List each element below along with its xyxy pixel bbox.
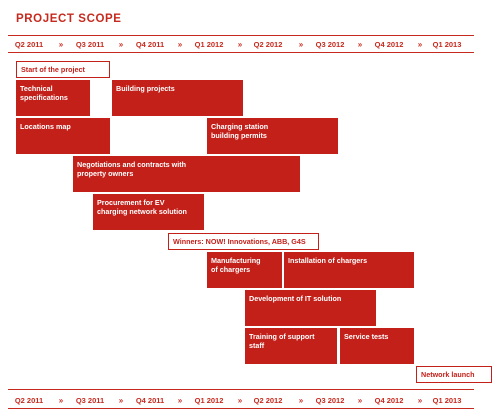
quarter-label: Q2 2011 xyxy=(14,396,44,405)
quarter-separator-icon: » xyxy=(118,396,124,405)
quarter-label: Q1 2013 xyxy=(432,396,462,405)
quarter-label: Q4 2011 xyxy=(135,40,165,49)
task-installation-chargers: Installation of chargers xyxy=(284,252,414,288)
quarter-label: Q3 2012 xyxy=(315,40,345,49)
task-technical-specifications: Technical specifications xyxy=(16,80,90,116)
bottom-rule xyxy=(8,408,474,409)
quarter-separator-icon: » xyxy=(417,396,423,405)
task-manufacturing-chargers: Manufacturing of chargers xyxy=(207,252,282,288)
quarter-label: Q1 2012 xyxy=(194,396,224,405)
quarter-separator-icon: » xyxy=(58,396,64,405)
quarter-separator-icon: » xyxy=(118,40,124,49)
quarter-separator-icon: » xyxy=(237,40,243,49)
top-rule xyxy=(8,35,474,36)
quarter-separator-icon: » xyxy=(298,40,304,49)
bottom-axis-rule xyxy=(8,389,474,390)
quarter-separator-icon: » xyxy=(237,396,243,405)
quarter-separator-icon: » xyxy=(177,40,183,49)
quarter-label: Q4 2011 xyxy=(135,396,165,405)
task-start-of-project: Start of the project xyxy=(16,61,110,78)
timeline-axis-top: Q2 2011 » Q3 2011 » Q4 2011 » Q1 2012 » Q2 2012 »… xyxy=(8,40,474,52)
task-charging-station-permits: Charging station building permits xyxy=(207,118,338,154)
quarter-separator-icon: » xyxy=(357,396,363,405)
task-procurement: Procurement for EV charging network solu… xyxy=(93,194,204,230)
task-building-projects: Building projects xyxy=(112,80,243,116)
quarter-label: Q2 2012 xyxy=(253,40,283,49)
task-winners: Winners: NOW! Innovations, ABB, G4S xyxy=(168,233,319,250)
quarter-label: Q3 2012 xyxy=(315,396,345,405)
quarter-separator-icon: » xyxy=(357,40,363,49)
task-locations-map: Locations map xyxy=(16,118,110,154)
task-network-launch: Network launch xyxy=(416,366,492,383)
quarter-label: Q1 2012 xyxy=(194,40,224,49)
task-training-support-staff: Training of support staff xyxy=(245,328,337,364)
quarter-separator-icon: » xyxy=(177,396,183,405)
quarter-label: Q4 2012 xyxy=(374,396,404,405)
quarter-separator-icon: » xyxy=(298,396,304,405)
quarter-label: Q1 2013 xyxy=(432,40,462,49)
task-service-tests: Service tests xyxy=(340,328,414,364)
timeline-axis-bottom: Q2 2011 » Q3 2011 » Q4 2011 » Q1 2012 » Q2 2012 »… xyxy=(8,396,474,408)
quarter-label: Q3 2011 xyxy=(75,40,105,49)
quarter-label: Q2 2011 xyxy=(14,40,44,49)
quarter-separator-icon: » xyxy=(58,40,64,49)
quarter-label: Q2 2012 xyxy=(253,396,283,405)
quarter-label: Q3 2011 xyxy=(75,396,105,405)
quarter-label: Q4 2012 xyxy=(374,40,404,49)
quarter-separator-icon: » xyxy=(417,40,423,49)
page-title: PROJECT SCOPE xyxy=(16,13,122,25)
top-axis-rule xyxy=(8,52,474,53)
task-it-solution: Development of IT solution xyxy=(245,290,376,326)
task-negotiations-contracts: Negotiations and contracts with property… xyxy=(73,156,300,192)
